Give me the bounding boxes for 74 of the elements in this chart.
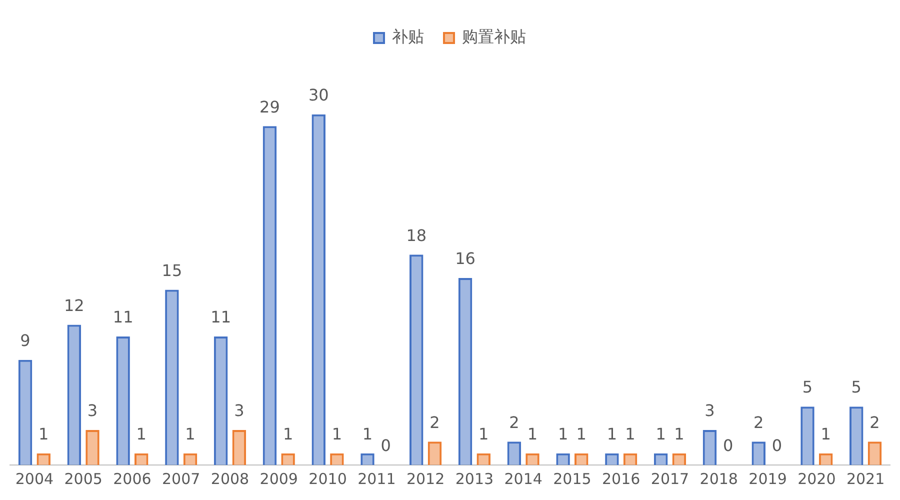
- x-tick-label: 2009: [260, 470, 298, 488]
- data-label: 3: [87, 401, 98, 420]
- data-label: 29: [260, 97, 280, 116]
- data-label: 30: [308, 86, 329, 105]
- bar: [428, 442, 442, 465]
- data-label: 2: [870, 412, 880, 432]
- data-label: 1: [38, 424, 49, 444]
- data-label: 0: [722, 436, 734, 456]
- data-label: 9: [20, 330, 30, 350]
- data-label: 1: [478, 424, 489, 444]
- data-label: 1: [332, 424, 342, 444]
- data-label: 15: [162, 260, 182, 280]
- data-label: 18: [406, 226, 427, 245]
- data-label: 12: [64, 296, 84, 315]
- data-label: 2: [509, 412, 520, 432]
- bar: [67, 324, 82, 465]
- data-label: 11: [112, 308, 134, 327]
- x-tick-label: 2014: [504, 470, 542, 488]
- data-label: 5: [802, 378, 813, 397]
- x-tick-label: 2010: [308, 470, 347, 488]
- data-label: 1: [625, 424, 636, 444]
- x-tick-label: 2021: [846, 470, 885, 488]
- bar: [165, 290, 179, 465]
- data-label: 1: [185, 424, 196, 444]
- legend-label: 补贴: [392, 27, 424, 46]
- data-label: 11: [210, 308, 232, 327]
- data-label: 1: [282, 424, 294, 444]
- data-label: 1: [558, 424, 568, 444]
- data-label: 1: [576, 424, 586, 444]
- data-label: 3: [234, 401, 244, 420]
- bar: [86, 430, 100, 465]
- x-tick-label: 2005: [64, 470, 102, 488]
- bar: [800, 406, 814, 465]
- x-tick-label: 2007: [162, 470, 200, 488]
- bar: [116, 336, 130, 465]
- bar: [458, 278, 472, 465]
- bar: [232, 430, 246, 465]
- data-label: 2: [754, 412, 764, 432]
- data-label: 16: [455, 249, 476, 268]
- data-label: 1: [527, 424, 538, 444]
- bar: [702, 430, 717, 465]
- x-tick-label: 2012: [406, 470, 445, 488]
- x-tick-label: 2011: [358, 470, 396, 488]
- x-tick-label: 2015: [553, 470, 592, 488]
- x-tick-label: 2008: [210, 470, 250, 488]
- x-tick-label: 2019: [748, 470, 787, 488]
- x-tick-label: 2006: [113, 470, 152, 488]
- data-label: 0: [380, 436, 391, 456]
- bar: [312, 114, 326, 465]
- x-tick-label: 2016: [602, 470, 640, 488]
- legend-label: 购置补贴: [462, 27, 526, 46]
- x-tick-label: 2020: [798, 470, 836, 488]
- data-label: 1: [362, 424, 373, 444]
- x-tick-label: 2018: [700, 470, 738, 488]
- bar: [214, 336, 228, 465]
- data-label: 1: [656, 424, 666, 444]
- data-label: 2: [430, 412, 440, 432]
- data-label: 1: [674, 424, 684, 444]
- x-tick-label: 2017: [650, 470, 690, 488]
- data-label: 5: [851, 378, 862, 397]
- bar: [850, 406, 864, 465]
- bar: [868, 442, 882, 465]
- data-label: 3: [704, 401, 715, 420]
- bar: [752, 442, 766, 465]
- data-label: 1: [136, 424, 146, 444]
- data-label: 1: [606, 424, 618, 444]
- data-label: 0: [772, 436, 782, 456]
- bar: [507, 442, 522, 465]
- bar: [262, 126, 277, 465]
- bar: [18, 360, 32, 465]
- bar: [410, 254, 424, 465]
- x-tick-label: 2013: [455, 470, 494, 488]
- data-label: 1: [820, 424, 831, 444]
- x-tick-label: 2004: [15, 470, 54, 488]
